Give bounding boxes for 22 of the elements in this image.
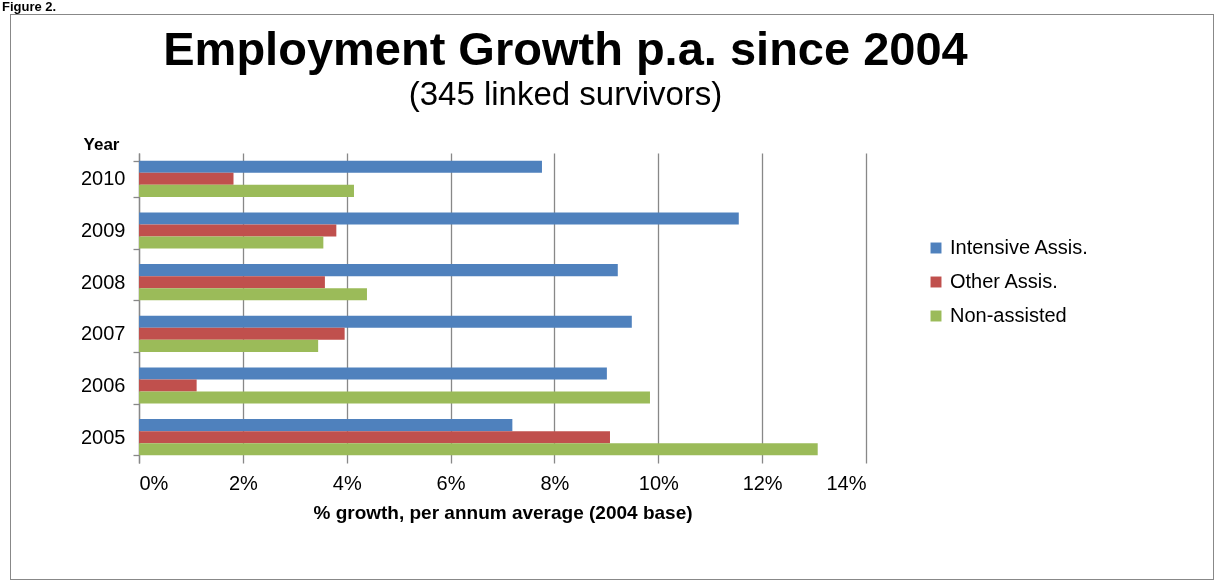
x-tick-label: 6% [436, 471, 466, 494]
x-axis-title: % growth, per annum average (2004 base) [313, 501, 693, 523]
x-tick-label: 4% [332, 471, 362, 494]
legend-label: Other Assis. [950, 270, 1058, 292]
y-tick-label: 2008 [81, 270, 126, 293]
y-tick-label: 2010 [81, 167, 126, 190]
caption: Figure 2. [2, 0, 57, 14]
x-tick-label: 10% [638, 471, 680, 494]
chart-title: Employment Growth p.a. since 2004 [163, 22, 968, 75]
x-tick-label: 8% [540, 471, 570, 494]
x-tick-label: 0% [139, 471, 169, 494]
y-tick-label: 2006 [81, 374, 126, 396]
y-tick-label: 2005 [81, 425, 126, 448]
chart-subtitle: (345 linked survivors) [408, 75, 723, 112]
legend-label: Non-assisted [950, 304, 1067, 326]
x-tick-label: 14% [826, 471, 867, 494]
y-axis-title: Year [83, 134, 120, 154]
y-tick-label: 2007 [81, 322, 126, 345]
x-tick-label: 12% [742, 471, 783, 494]
x-tick-label: 2% [228, 471, 259, 494]
legend-label: Intensive Assis. [950, 236, 1088, 258]
y-tick-label: 2009 [81, 219, 126, 241]
